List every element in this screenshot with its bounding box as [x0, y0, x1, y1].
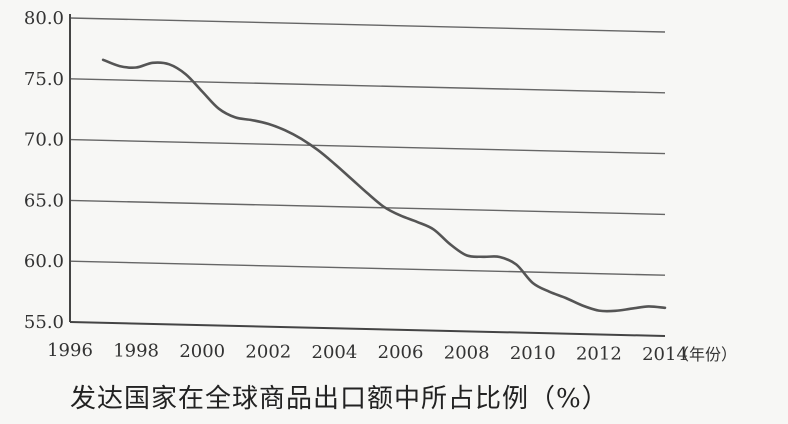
grid-lines: [69, 17, 666, 276]
series-lines: [101, 58, 667, 313]
chart-caption: 发达国家在全球商品出口额中所占比例（%）: [70, 384, 609, 414]
y-tick-label: 75.0: [24, 69, 64, 90]
x-tick-labels: 1996 1998 2000 2002 2004 2006 2008 2010 2012 2014: [47, 340, 688, 365]
y-tick-label: 65.0: [24, 190, 64, 211]
x-tick-label: 2004: [312, 342, 358, 363]
grid-line: [69, 199, 666, 216]
x-tick-label: 2012: [576, 344, 622, 365]
y-tick-label: 80.0: [24, 8, 64, 29]
x-tick-label: 2002: [245, 341, 291, 362]
grid-line: [69, 138, 666, 155]
y-tick-labels: 55.0 60.0 65.0 70.0 75.0 80.0: [24, 8, 64, 333]
y-tick-label: 55.0: [24, 312, 64, 333]
x-tick-label: 1996: [47, 340, 93, 361]
grid-line: [69, 78, 666, 94]
x-tick-label: 2014: [642, 344, 688, 365]
x-tick-label: 2000: [179, 341, 225, 362]
axes: [69, 14, 666, 337]
grid-line: [69, 17, 666, 33]
x-tick-label: 1998: [113, 340, 159, 361]
y-tick-label: 70.0: [24, 130, 64, 151]
grid-line: [69, 260, 666, 276]
x-tick-label: 2006: [378, 342, 424, 363]
x-tick-label: 2008: [444, 343, 490, 364]
x-unit-label: （年份）: [673, 345, 737, 364]
x-tick-label: 2010: [510, 343, 556, 364]
x-axis-line: [69, 321, 666, 337]
y-tick-label: 60.0: [24, 251, 64, 272]
series-line: [101, 58, 667, 313]
